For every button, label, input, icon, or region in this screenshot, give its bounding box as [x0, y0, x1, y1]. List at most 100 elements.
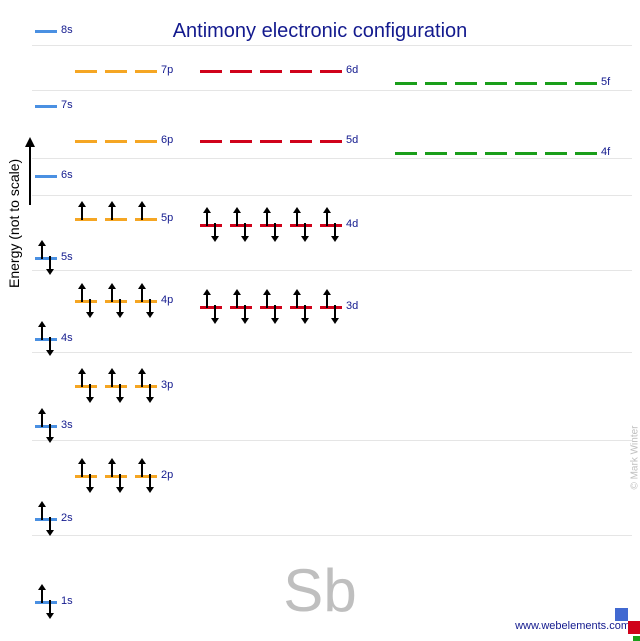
electron-down — [274, 223, 276, 237]
orbital-6d — [230, 70, 252, 73]
orbital-2p — [105, 475, 127, 478]
orbital-5f — [395, 82, 417, 85]
orbital-5f — [575, 82, 597, 85]
orbital-label-7s: 7s — [61, 99, 73, 111]
orbital-6p — [135, 140, 157, 143]
orbital-4f — [545, 152, 567, 155]
orbital-1s — [35, 601, 57, 604]
orbital-5d — [230, 140, 252, 143]
electron-up — [236, 294, 238, 308]
orbital-5f — [545, 82, 567, 85]
orbital-label-5d: 5d — [346, 134, 358, 146]
electron-up — [41, 413, 43, 427]
orbital-label-2p: 2p — [161, 469, 173, 481]
electron-up — [206, 212, 208, 226]
orbital-5f — [485, 82, 507, 85]
electron-up — [326, 212, 328, 226]
orbital-4f — [575, 152, 597, 155]
orbital-4p — [75, 300, 97, 303]
electron-down — [89, 474, 91, 488]
orbital-5s — [35, 257, 57, 260]
orbital-6d — [260, 70, 282, 73]
orbital-5d — [290, 140, 312, 143]
orbital-3d — [230, 306, 252, 309]
electron-down — [89, 299, 91, 313]
electron-up — [141, 373, 143, 387]
orbital-label-5p: 5p — [161, 212, 173, 224]
electron-down — [304, 305, 306, 319]
orbital-5d — [200, 140, 222, 143]
orbital-5d — [260, 140, 282, 143]
electron-up — [296, 212, 298, 226]
orbital-5f — [425, 82, 447, 85]
electron-down — [119, 384, 121, 398]
orbital-label-4p: 4p — [161, 294, 173, 306]
electron-down — [149, 474, 151, 488]
electron-up — [236, 212, 238, 226]
electron-up — [81, 288, 83, 302]
orbital-label-2s: 2s — [61, 512, 73, 524]
orbital-7p — [105, 70, 127, 73]
orbital-6d — [320, 70, 342, 73]
electron-down — [49, 424, 51, 438]
orbital-3d — [200, 306, 222, 309]
orbital-2p — [135, 475, 157, 478]
element-symbol: Sb — [283, 556, 356, 625]
orbital-label-3s: 3s — [61, 419, 73, 431]
orbital-5p — [135, 218, 157, 221]
orbital-label-6p: 6p — [161, 134, 173, 146]
orbital-4d — [290, 224, 312, 227]
orbital-5p — [105, 218, 127, 221]
electron-down — [214, 223, 216, 237]
orbital-label-6s: 6s — [61, 169, 73, 181]
orbital-label-5s: 5s — [61, 251, 73, 263]
electron-up — [111, 206, 113, 220]
orbital-4f — [395, 152, 417, 155]
orbital-3p — [75, 385, 97, 388]
orbital-2s — [35, 518, 57, 521]
orbital-4f — [425, 152, 447, 155]
electron-up — [141, 206, 143, 220]
orbital-4d — [320, 224, 342, 227]
electron-up — [41, 245, 43, 259]
electron-down — [119, 299, 121, 313]
chart-title: Antimony electronic configuration — [0, 20, 640, 43]
electron-up — [111, 373, 113, 387]
electron-up — [41, 326, 43, 340]
electron-up — [41, 506, 43, 520]
orbital-2p — [75, 475, 97, 478]
electron-down — [334, 223, 336, 237]
electron-down — [304, 223, 306, 237]
orbital-3s — [35, 425, 57, 428]
orbital-7p — [135, 70, 157, 73]
orbital-7p — [75, 70, 97, 73]
orbital-label-7p: 7p — [161, 64, 173, 76]
electron-down — [274, 305, 276, 319]
electron-up — [206, 294, 208, 308]
orbital-6d — [290, 70, 312, 73]
orbital-4p — [105, 300, 127, 303]
electron-down — [244, 305, 246, 319]
electron-up — [266, 212, 268, 226]
orbital-7s — [35, 105, 57, 108]
electron-up — [141, 288, 143, 302]
electron-down — [89, 384, 91, 398]
orbital-label-8s: 8s — [61, 24, 73, 36]
electron-up — [266, 294, 268, 308]
electron-down — [49, 600, 51, 614]
orbital-4d — [200, 224, 222, 227]
orbital-label-3p: 3p — [161, 379, 173, 391]
orbital-5p — [75, 218, 97, 221]
orbital-3p — [135, 385, 157, 388]
electron-down — [244, 223, 246, 237]
orbital-4d — [260, 224, 282, 227]
orbital-3d — [320, 306, 342, 309]
orbital-4f — [515, 152, 537, 155]
orbital-5f — [455, 82, 477, 85]
orbital-6d — [200, 70, 222, 73]
orbital-label-6d: 6d — [346, 64, 358, 76]
electron-down — [49, 517, 51, 531]
orbital-4p — [135, 300, 157, 303]
orbital-5f — [515, 82, 537, 85]
electron-down — [119, 474, 121, 488]
